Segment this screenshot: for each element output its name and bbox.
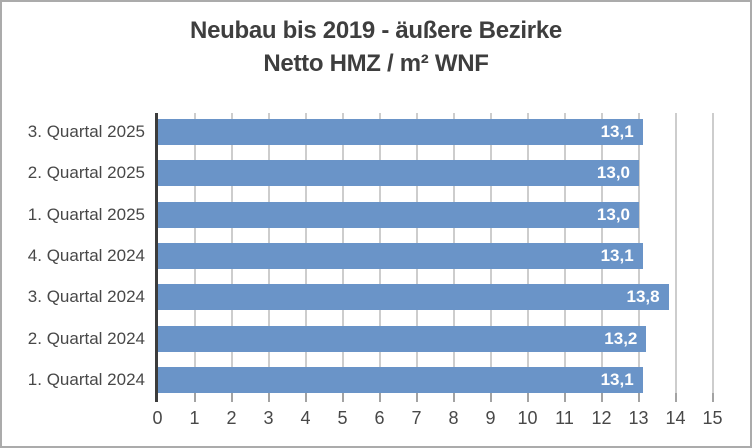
axis-tick bbox=[415, 393, 418, 402]
x-axis-tick-label: 13 bbox=[628, 408, 649, 428]
axis-tick bbox=[341, 393, 344, 402]
x-axis-tick-label: 9 bbox=[485, 408, 496, 428]
chart-title-line1: Neubau bis 2019 - äußere Bezirke bbox=[190, 17, 562, 44]
x-axis-tick-label: 0 bbox=[152, 408, 163, 428]
axis-tick bbox=[600, 393, 603, 402]
axis-tick bbox=[378, 393, 381, 402]
x-axis-tick-label: 7 bbox=[411, 408, 422, 428]
x-axis-tick-label: 14 bbox=[665, 408, 686, 428]
axis-tick bbox=[674, 393, 677, 402]
category-label: 1. Quartal 2025 bbox=[27, 204, 145, 224]
x-axis-tick-label: 10 bbox=[517, 408, 538, 428]
x-axis-tick-label: 11 bbox=[555, 408, 574, 428]
bar bbox=[158, 325, 647, 352]
category-label: 3. Quartal 2024 bbox=[27, 287, 145, 307]
chart-title: Neubau bis 2019 - äußere Bezirke Netto H… bbox=[2, 14, 750, 80]
x-axis-tick-label: 12 bbox=[591, 408, 612, 428]
x-axis-tick-label: 8 bbox=[448, 408, 459, 428]
category-label: 4. Quartal 2024 bbox=[27, 245, 145, 265]
x-axis-tick-label: 5 bbox=[337, 408, 348, 428]
axis-tick bbox=[193, 393, 196, 402]
category-label: 2. Quartal 2025 bbox=[27, 163, 145, 183]
bar bbox=[158, 201, 639, 228]
gridline bbox=[674, 113, 677, 393]
bar bbox=[158, 366, 643, 393]
axis-tick bbox=[711, 393, 714, 402]
axis-tick bbox=[452, 393, 455, 402]
bar-value-label: 13,1 bbox=[600, 122, 634, 141]
y-axis-line bbox=[155, 113, 158, 402]
axis-tick bbox=[526, 393, 529, 402]
bar bbox=[158, 119, 643, 145]
category-label: 2. Quartal 2024 bbox=[27, 328, 145, 348]
category-label: 3. Quartal 2025 bbox=[27, 122, 145, 141]
x-axis-tick-label: 2 bbox=[226, 408, 237, 428]
axis-tick bbox=[267, 393, 270, 402]
bar bbox=[158, 242, 643, 269]
axis-tick bbox=[563, 393, 566, 402]
x-axis-tick-label: 1 bbox=[189, 408, 200, 428]
category-label: 1. Quartal 2024 bbox=[27, 369, 145, 389]
bar-value-label: 13,1 bbox=[600, 369, 634, 389]
x-axis-tick-label: 3 bbox=[263, 408, 274, 428]
chart-title-line2: Netto HMZ / m² WNF bbox=[263, 50, 489, 77]
bar-value-label: 13,0 bbox=[596, 204, 630, 224]
bar bbox=[158, 160, 639, 187]
bar-value-label: 13,0 bbox=[596, 163, 630, 183]
axis-tick bbox=[637, 393, 640, 402]
gridline bbox=[711, 113, 714, 393]
axis-tick bbox=[489, 393, 492, 402]
axis-tick bbox=[230, 393, 233, 402]
x-axis-tick-label: 4 bbox=[300, 408, 311, 428]
bar-value-label: 13,8 bbox=[626, 287, 660, 307]
bar bbox=[158, 284, 669, 311]
x-axis-tick-label: 15 bbox=[702, 408, 723, 428]
bar-value-label: 13,1 bbox=[600, 245, 634, 265]
x-axis-tick-label: 6 bbox=[374, 408, 385, 428]
axis-tick bbox=[304, 393, 307, 402]
bar-value-label: 13,2 bbox=[604, 328, 638, 348]
